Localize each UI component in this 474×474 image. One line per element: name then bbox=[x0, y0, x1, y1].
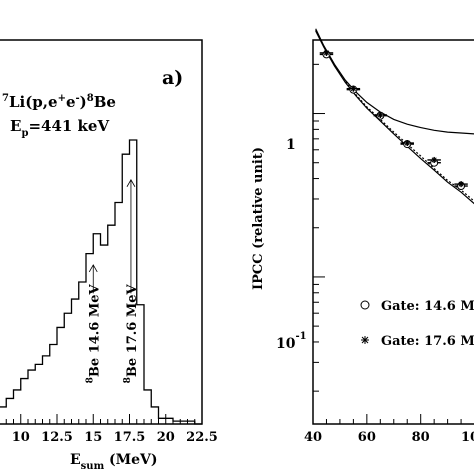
hist-bin bbox=[79, 282, 86, 424]
panel-label: a) bbox=[162, 67, 183, 89]
legend: Gate: 14.6 MeV Gate: 17.6 MeV bbox=[360, 299, 474, 349]
x-tick-label: 22.5 bbox=[186, 430, 218, 445]
annotation-arrowhead bbox=[88, 264, 98, 273]
data-point bbox=[454, 181, 468, 188]
x-tick-label: 40 bbox=[304, 430, 322, 445]
annotation-arrowhead bbox=[126, 178, 136, 187]
reaction-label: 7Li(p,e+e-)8Be bbox=[2, 93, 116, 111]
hist-bin bbox=[72, 299, 79, 424]
theory-curve-0 bbox=[315, 28, 474, 135]
hist-bin bbox=[188, 421, 195, 424]
y-tick-label-0.1: 10-1 bbox=[276, 331, 307, 352]
data-point bbox=[346, 85, 361, 92]
hist-bin bbox=[14, 390, 21, 424]
hist-bin bbox=[35, 364, 42, 424]
hist-bin bbox=[144, 390, 151, 424]
hist-bin bbox=[108, 225, 115, 424]
histogram-outline bbox=[0, 139, 202, 425]
hist-bin bbox=[166, 418, 173, 424]
hist-bin bbox=[180, 421, 187, 424]
data-point bbox=[319, 49, 334, 56]
x-tick-label: 17.5 bbox=[114, 430, 146, 445]
annotation-label: 8Be 17.6 MeV bbox=[123, 283, 140, 383]
left-x-axis-title: Esum (MeV) bbox=[70, 452, 158, 472]
data-point bbox=[373, 111, 388, 118]
legend-entry-0: Gate: 14.6 MeV bbox=[381, 299, 474, 314]
hist-bin bbox=[57, 327, 64, 424]
hist-bin bbox=[173, 421, 180, 424]
x-tick-label: 12.5 bbox=[41, 430, 73, 445]
hist-bin bbox=[151, 407, 158, 424]
hist-bin bbox=[159, 418, 166, 424]
y-tick-label-1: 1 bbox=[286, 137, 296, 153]
right-panel: 40 60 80 100 IPCC (relative unit) 1 10-1 Ga… bbox=[251, 28, 474, 445]
hist-bin bbox=[28, 370, 35, 424]
x-tick-label: 80 bbox=[412, 430, 430, 445]
hist-bin bbox=[6, 398, 13, 424]
x-tick-label: 100 bbox=[461, 430, 474, 445]
legend-entry-1: Gate: 17.6 MeV bbox=[381, 334, 474, 349]
hist-bin bbox=[0, 407, 6, 424]
beam-energy-label: Ep=441 keV bbox=[10, 117, 109, 139]
x-tick-label: 60 bbox=[358, 430, 376, 445]
data-point bbox=[400, 140, 414, 147]
right-y-axis-title: IPCC (relative unit) bbox=[251, 147, 266, 290]
hist-bin bbox=[50, 344, 57, 424]
data-point bbox=[427, 156, 441, 163]
hist-bin bbox=[21, 379, 28, 424]
theory-curve-2 bbox=[315, 29, 474, 202]
legend-marker-circle bbox=[360, 300, 370, 310]
hist-bin bbox=[64, 313, 71, 424]
legend-marker-star bbox=[361, 336, 369, 344]
annotation-label: 8Be 14.6 MeV bbox=[85, 283, 102, 383]
right-plot-frame bbox=[312, 39, 474, 425]
hist-bin bbox=[43, 356, 50, 424]
left-panel: 10 12.5 15 17.5 20 22.5 8Be 14.6 MeV 8Be 17.6 … bbox=[0, 39, 218, 472]
x-tick-label: 10 bbox=[12, 430, 30, 445]
theory-curve-1 bbox=[315, 30, 474, 205]
hist-bin bbox=[115, 202, 122, 424]
x-tick-label: 20 bbox=[157, 430, 175, 445]
x-tick-label: 15 bbox=[84, 430, 102, 445]
